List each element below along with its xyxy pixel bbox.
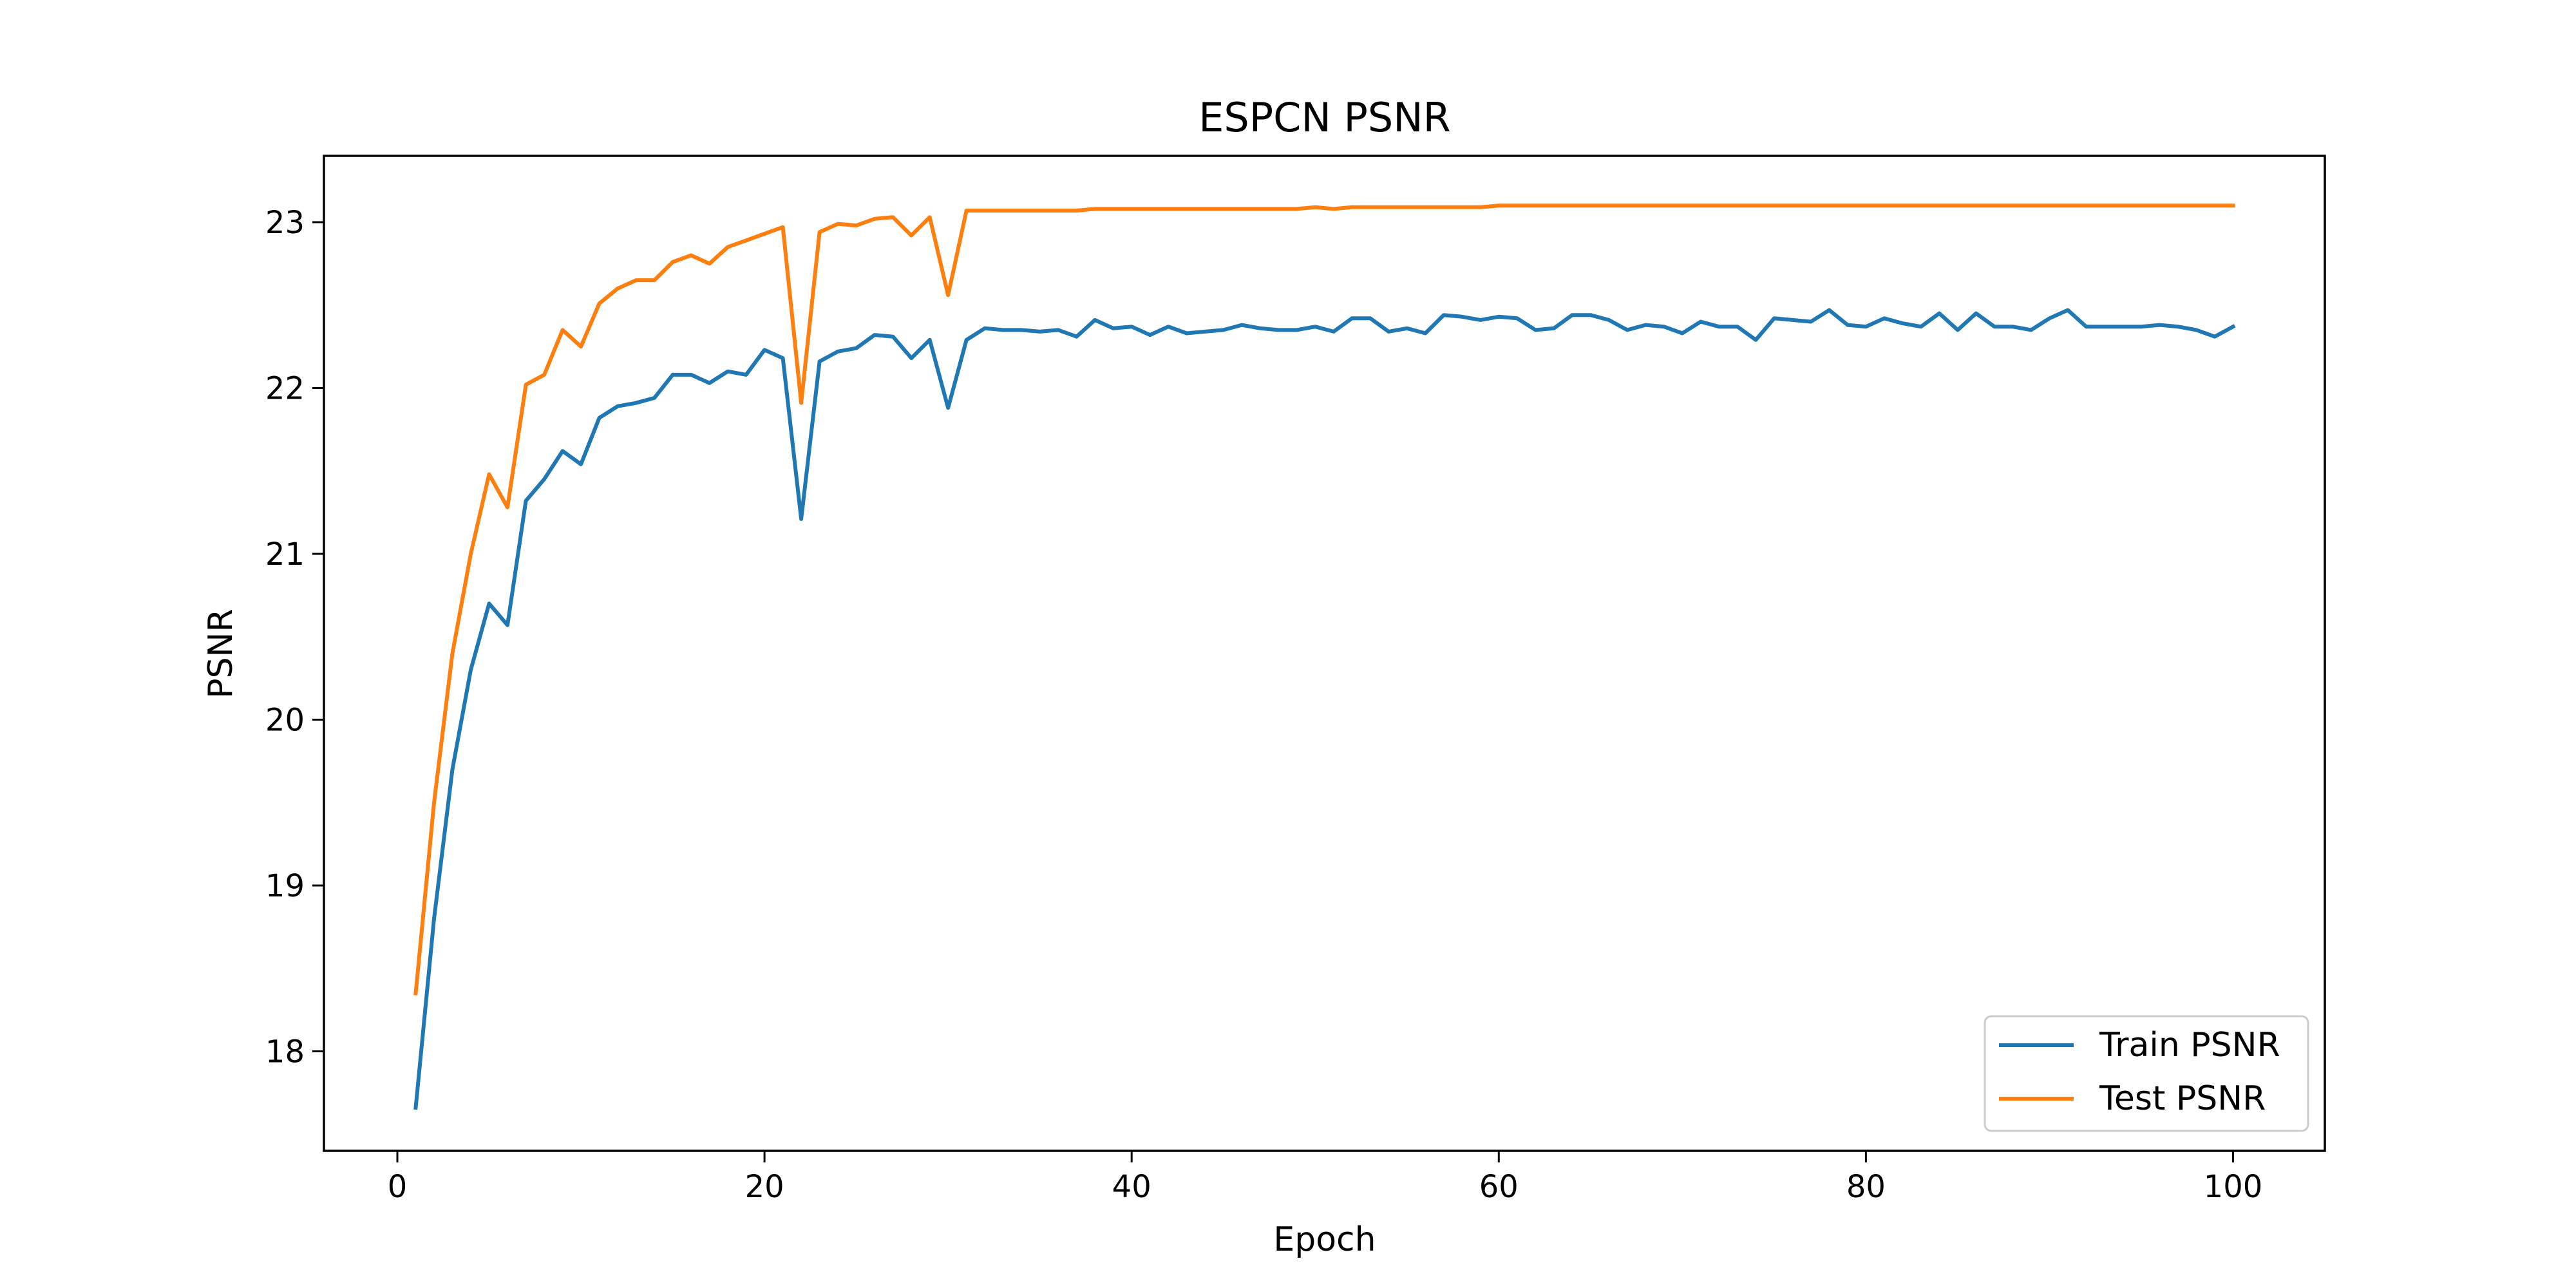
- x-tick-label: 100: [2204, 1169, 2263, 1205]
- legend: Train PSNR Test PSNR: [1984, 1015, 2309, 1132]
- y-tick-label: 18: [265, 1034, 305, 1070]
- y-tick-label: 20: [265, 703, 305, 739]
- y-axis-label: PSNR: [202, 609, 240, 698]
- y-tick-label: 22: [265, 371, 305, 407]
- test-psnr-line: [413, 204, 2235, 996]
- chart-title: ESPCN PSNR: [1198, 94, 1451, 141]
- y-tick-label: 21: [265, 536, 305, 573]
- x-axis-label: Epoch: [1273, 1220, 1376, 1259]
- x-tick-label: 60: [1479, 1169, 1519, 1205]
- y-tick-label: 19: [265, 868, 305, 904]
- train-psnr-line: [413, 308, 2236, 1110]
- x-tick-label: 80: [1846, 1169, 1886, 1205]
- y-axis-ticks: 18 19 20 21 22 23: [265, 205, 324, 1070]
- x-tick-label: 40: [1112, 1169, 1151, 1205]
- legend-label-test: Test PSNR: [2099, 1079, 2266, 1118]
- y-tick-label: 23: [265, 205, 305, 241]
- x-tick-label: 0: [388, 1169, 408, 1205]
- series-layer: [413, 204, 2236, 1110]
- legend-label-train: Train PSNR: [2099, 1026, 2280, 1065]
- x-tick-label: 20: [745, 1169, 784, 1205]
- x-axis-ticks: 0 20 40 60 80 100: [388, 1151, 2263, 1205]
- plot-area-frame: [323, 155, 2326, 1152]
